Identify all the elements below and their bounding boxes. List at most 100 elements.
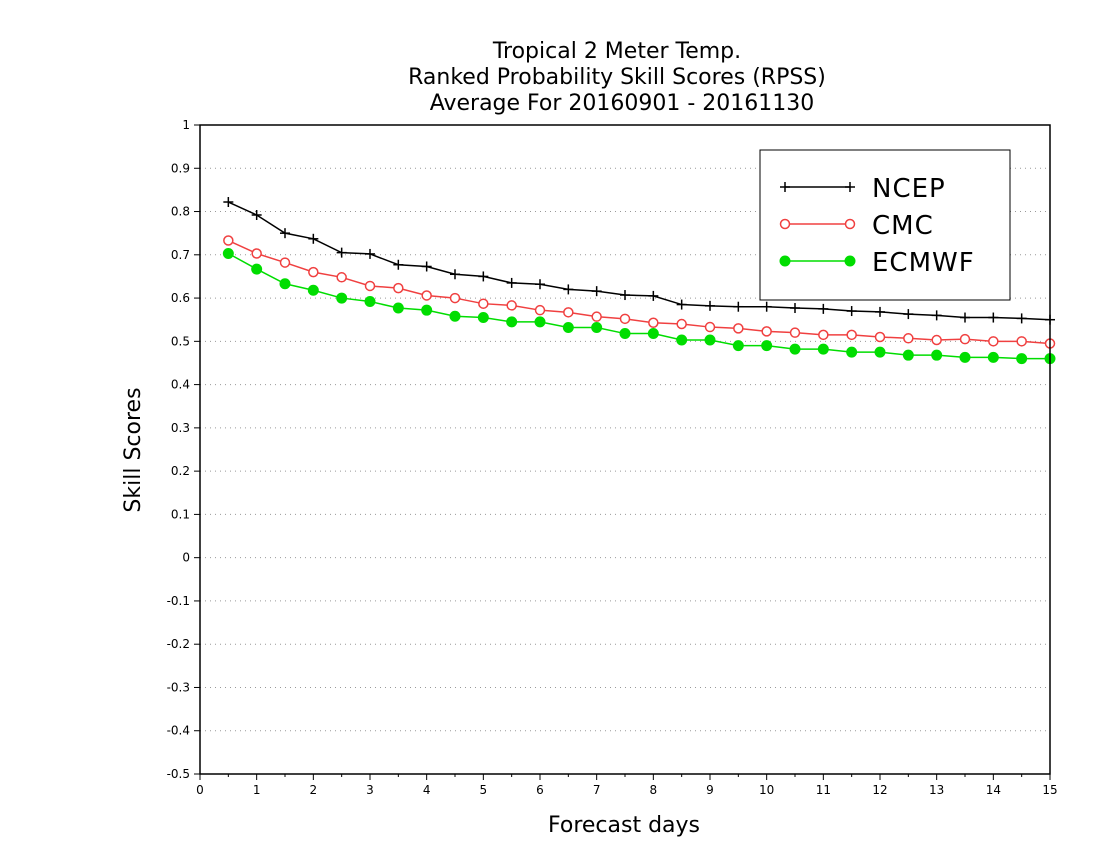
data-series [222,197,1056,365]
data-point-ncep [960,312,970,323]
data-point-ecmwf [562,321,574,333]
y-tick-label: 0.3 [171,421,190,435]
legend-marker-cmc [844,218,856,230]
data-point-cmc [874,331,886,343]
series-ecmwf [222,248,1056,365]
data-point-ncep [648,290,659,301]
data-point-cmc [789,327,801,338]
legend-marker-ncep [845,182,855,192]
y-tick-label: 1 [182,118,190,132]
y-tick-label: 0.7 [171,248,190,262]
data-point-ncep [506,277,517,288]
data-point-cmc [648,317,659,328]
data-point-cmc [931,334,942,346]
x-tick-label: 2 [310,783,318,797]
data-point-ecmwf [874,346,886,358]
data-point-ecmwf [251,263,263,275]
x-tick-label: 8 [650,783,658,797]
data-point-ecmwf [307,284,319,296]
x-tick-label: 0 [196,783,204,797]
legend-entry-ncep: NCEP [780,174,946,204]
data-point-ecmwf [732,340,744,352]
data-point-ecmwf [619,328,631,340]
legend-entry-ecmwf: ECMWF [779,248,975,278]
data-point-ncep [1016,313,1027,324]
data-point-cmc [818,329,829,341]
data-point-ecmwf [959,351,971,363]
y-tick-label: 0.2 [171,464,190,478]
legend-marker-ecmwf [844,255,856,267]
data-point-ncep [421,261,432,272]
data-point-ecmwf [449,310,461,322]
plot-frame [199,124,1051,775]
y-tick-label: 0.9 [171,161,190,175]
data-point-cmc [903,333,914,344]
data-point-cmc [591,311,602,322]
data-point-ecmwf [902,349,914,361]
data-point-cmc [251,248,262,259]
y-axis-ticks: 1 0.9 0.8 0.7 0.6 0.5 0.4 0.3 0.2 0.1 0 -0.1 -0.2 -0.… [167,118,200,781]
data-point-ncep [705,300,715,311]
legend-marker-ncep [780,182,790,192]
y-tick-label: -0.1 [167,594,190,608]
data-point-cmc [704,321,716,333]
series-cmc [223,235,1056,349]
data-point-cmc [478,298,489,309]
data-point-ncep [931,310,942,321]
data-point-ncep [591,286,602,297]
legend-entry-cmc: CMC [779,211,933,241]
data-point-cmc [676,318,687,330]
data-point-cmc [733,323,744,334]
x-axis-ticks: 0 1 2 3 4 5 6 7 8 9 10 11 12 13 14 15 [196,774,1058,797]
data-point-ncep [875,306,885,317]
data-point-ecmwf [477,312,489,324]
x-tick-label: 11 [816,783,831,797]
data-point-cmc [421,290,432,301]
chart-title: Tropical 2 Meter Temp. Ranked Probabilit… [408,39,826,116]
data-point-ecmwf [222,248,234,260]
data-point-ncep [365,248,375,259]
data-point-cmc [364,280,376,292]
data-point-ncep [620,290,630,301]
data-point-ecmwf [392,302,404,314]
data-point-ecmwf [647,328,659,340]
legend-label-ecmwf: ECMWF [872,248,975,278]
legend: NCEP CMC ECMWF [759,149,1011,301]
data-point-ncep [478,271,489,282]
data-point-ncep [818,303,829,314]
y-tick-label: 0.5 [171,334,190,348]
data-point-ncep [790,303,800,314]
data-point-cmc [506,300,517,311]
data-point-cmc [449,292,461,304]
data-point-ncep [223,197,234,208]
data-point-ncep [308,233,319,244]
data-point-ncep [676,299,687,310]
x-tick-label: 7 [593,783,601,797]
data-point-ecmwf [846,346,858,358]
data-point-cmc [563,307,574,318]
legend-marker-ecmwf [779,255,791,267]
data-point-cmc [393,282,404,294]
data-point-ncep [846,306,857,317]
data-point-ecmwf [364,296,376,308]
chart-title-line-3: Average For 20160901 - 20161130 [430,91,815,116]
data-point-ecmwf [534,316,546,328]
data-point-ncep [988,312,999,323]
y-tick-label: 0.1 [171,507,190,521]
series-ncep [223,197,1055,325]
y-tick-label: 0.6 [171,291,190,305]
y-tick-label: 0 [182,551,190,565]
data-point-ecmwf [421,304,433,316]
legend-label-ncep: NCEP [872,174,946,204]
data-point-ecmwf [591,321,603,333]
legend-marker-cmc [779,218,791,230]
data-point-ncep [251,209,262,220]
data-point-cmc [846,329,857,341]
data-point-ecmwf [817,343,829,355]
data-point-ecmwf [987,351,999,363]
x-tick-label: 6 [536,783,544,797]
data-point-ecmwf [279,278,291,290]
data-point-ecmwf [704,334,716,346]
x-axis-title: Forecast days [548,813,700,838]
